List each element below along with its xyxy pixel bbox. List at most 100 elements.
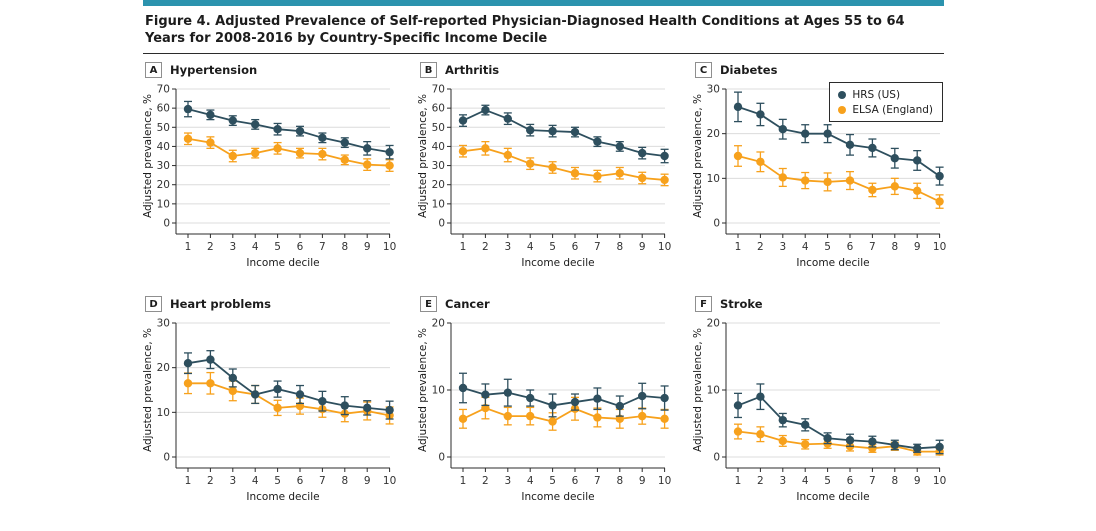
panel-d-heart-problems: D Heart problems 0 10 20 30 1 2 3 4 5 6 7 8 9 10 Incom… — [142, 295, 396, 507]
panel-title: Cancer — [445, 297, 490, 311]
cancer-chart: 0 10 20 1 2 3 4 5 6 7 8 9 10 Income decile Adjusted pr… — [417, 318, 671, 504]
svg-text:7: 7 — [319, 475, 326, 487]
svg-text:40: 40 — [432, 141, 445, 153]
svg-text:6: 6 — [847, 475, 854, 487]
panel-letter-badge: B — [420, 62, 437, 78]
svg-text:Income decile: Income decile — [796, 491, 869, 503]
svg-text:1: 1 — [735, 475, 742, 487]
svg-text:7: 7 — [869, 241, 876, 253]
svg-text:3: 3 — [504, 475, 511, 487]
svg-text:7: 7 — [594, 475, 601, 487]
svg-text:9: 9 — [364, 475, 371, 487]
svg-text:0: 0 — [713, 452, 720, 464]
svg-text:30: 30 — [707, 84, 720, 96]
panel-b-arthritis: B Arthritis 0 10 20 30 40 50 60 70 1 2 3 4 5 6 7 8 9 10 In… — [417, 61, 671, 273]
figure-title: Figure 4. Adjusted Prevalence of Self-re… — [145, 14, 905, 46]
svg-text:Income decile: Income decile — [521, 491, 594, 503]
svg-text:1: 1 — [185, 241, 192, 253]
svg-text:1: 1 — [460, 241, 467, 253]
svg-text:8: 8 — [891, 475, 898, 487]
panel-c-diabetes: C Diabetes 0 10 20 30 1 2 3 4 5 6 7 8 9 10 Income deci… — [692, 61, 946, 273]
svg-text:2: 2 — [207, 475, 214, 487]
panel-title: Stroke — [720, 297, 763, 311]
svg-text:40: 40 — [157, 141, 170, 153]
svg-text:Income decile: Income decile — [796, 257, 869, 269]
svg-text:9: 9 — [364, 241, 371, 253]
svg-text:Adjusted prevalence, %: Adjusted prevalence, % — [417, 94, 429, 218]
svg-text:50: 50 — [432, 122, 445, 134]
svg-text:10: 10 — [432, 385, 445, 397]
svg-text:30: 30 — [157, 318, 170, 330]
svg-text:0: 0 — [163, 452, 170, 464]
svg-text:Adjusted prevalence, %: Adjusted prevalence, % — [692, 328, 704, 452]
svg-text:6: 6 — [297, 241, 304, 253]
panel-a-hypertension: A Hypertension 0 10 20 30 40 50 60 70 1 2 3 4 5 6 7 8 9 1… — [142, 61, 396, 273]
svg-text:0: 0 — [163, 218, 170, 230]
svg-text:3: 3 — [504, 241, 511, 253]
svg-text:8: 8 — [341, 475, 348, 487]
svg-text:4: 4 — [527, 475, 534, 487]
svg-text:6: 6 — [572, 241, 579, 253]
svg-text:1: 1 — [460, 475, 467, 487]
svg-text:8: 8 — [341, 241, 348, 253]
svg-text:2: 2 — [482, 475, 489, 487]
svg-text:4: 4 — [252, 241, 259, 253]
svg-text:3: 3 — [779, 241, 786, 253]
panel-f-stroke: F Stroke 0 10 20 1 2 3 4 5 6 7 8 9 10 Income decile Ad… — [692, 295, 946, 507]
panel-header: F Stroke — [695, 295, 943, 313]
svg-text:50: 50 — [157, 122, 170, 134]
panel-letter-badge: D — [145, 296, 162, 312]
svg-text:7: 7 — [594, 241, 601, 253]
svg-text:2: 2 — [757, 475, 764, 487]
svg-text:10: 10 — [157, 407, 170, 419]
svg-text:7: 7 — [869, 475, 876, 487]
elsa-marker-icon — [838, 105, 847, 114]
svg-text:9: 9 — [914, 475, 921, 487]
hrs-marker-icon — [838, 90, 847, 99]
svg-text:Adjusted prevalence, %: Adjusted prevalence, % — [142, 328, 154, 452]
legend-label-hrs: HRS (US) — [852, 88, 901, 101]
svg-text:Income decile: Income decile — [521, 257, 594, 269]
svg-text:9: 9 — [914, 241, 921, 253]
panel-letter-badge: E — [420, 296, 437, 312]
panel-title: Arthritis — [445, 63, 500, 77]
svg-text:30: 30 — [432, 160, 445, 172]
svg-text:6: 6 — [297, 475, 304, 487]
svg-text:7: 7 — [319, 241, 326, 253]
legend: HRS (US) ELSA (England) — [829, 82, 943, 122]
svg-text:3: 3 — [229, 241, 236, 253]
panel-e-cancer: E Cancer 0 10 20 1 2 3 4 5 6 7 8 9 10 Income decile Ad… — [417, 295, 671, 507]
panel-title: Heart problems — [170, 297, 271, 311]
svg-text:2: 2 — [207, 241, 214, 253]
svg-text:1: 1 — [185, 475, 192, 487]
svg-text:5: 5 — [274, 241, 281, 253]
svg-text:5: 5 — [274, 475, 281, 487]
svg-text:Adjusted prevalence, %: Adjusted prevalence, % — [142, 94, 154, 218]
panel-header: D Heart problems — [145, 295, 393, 313]
svg-text:4: 4 — [802, 241, 809, 253]
panels-grid: A Hypertension 0 10 20 30 40 50 60 70 1 2 3 4 5 6 7 8 9 1… — [142, 61, 946, 507]
title-divider — [143, 53, 944, 54]
top-accent-bar — [143, 0, 944, 6]
svg-text:8: 8 — [616, 475, 623, 487]
svg-text:5: 5 — [824, 475, 831, 487]
svg-text:4: 4 — [252, 475, 259, 487]
svg-text:0: 0 — [713, 218, 720, 230]
svg-text:5: 5 — [549, 241, 556, 253]
svg-text:10: 10 — [383, 241, 396, 253]
svg-text:10: 10 — [933, 475, 946, 487]
svg-text:20: 20 — [707, 318, 720, 330]
legend-item-hrs: HRS (US) — [838, 87, 933, 102]
svg-text:20: 20 — [432, 318, 445, 330]
svg-text:6: 6 — [572, 475, 579, 487]
svg-text:5: 5 — [824, 241, 831, 253]
svg-text:5: 5 — [549, 475, 556, 487]
svg-text:20: 20 — [432, 179, 445, 191]
svg-text:20: 20 — [157, 362, 170, 374]
svg-text:9: 9 — [639, 241, 646, 253]
panel-header: B Arthritis — [420, 61, 668, 79]
svg-text:20: 20 — [707, 128, 720, 140]
hypertension-chart: 0 10 20 30 40 50 60 70 1 2 3 4 5 6 7 8 9 10 Income decile A… — [142, 84, 396, 270]
stroke-chart: 0 10 20 1 2 3 4 5 6 7 8 9 10 Income decile Adjusted pr… — [692, 318, 946, 504]
panel-header: C Diabetes — [695, 61, 943, 79]
